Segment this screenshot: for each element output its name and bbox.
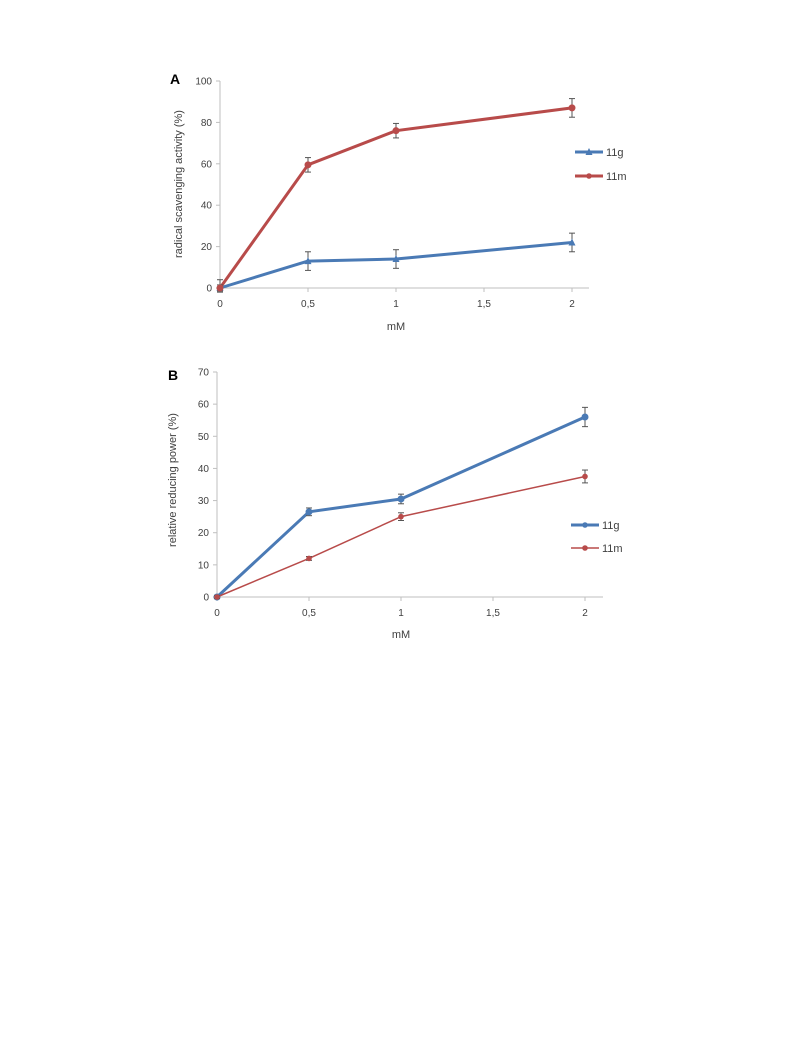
data-point bbox=[216, 284, 224, 292]
legend-item-11g: 11g bbox=[571, 520, 620, 532]
series-11g bbox=[213, 406, 589, 601]
x-tick-label: 0,5 bbox=[302, 608, 316, 619]
legend-marker bbox=[586, 173, 592, 179]
y-tick-label: 100 bbox=[195, 77, 212, 88]
series-11g bbox=[216, 232, 576, 293]
x-tick-label: 2 bbox=[569, 299, 575, 310]
chart-panel-b: B 0 10 20 30 40 50 60 70 0 0,5 1 1,5 2 mM relative redu… bbox=[167, 367, 623, 641]
data-point bbox=[581, 413, 589, 421]
legend-marker bbox=[585, 148, 593, 155]
x-axis-title: mM bbox=[387, 321, 405, 333]
y-tick-label: 30 bbox=[198, 496, 210, 507]
data-point bbox=[568, 238, 576, 246]
series-11m bbox=[216, 98, 576, 292]
legend-label: 11m bbox=[606, 171, 627, 183]
data-point bbox=[397, 495, 405, 503]
y-tick-label: 80 bbox=[201, 118, 213, 129]
y-tick-label: 40 bbox=[201, 201, 213, 212]
legend-item-11m: 11m bbox=[575, 171, 627, 183]
x-tick-label: 1,5 bbox=[477, 299, 491, 310]
y-tick-label: 60 bbox=[201, 159, 213, 170]
y-tick-label: 10 bbox=[198, 560, 210, 571]
panel-label: A bbox=[170, 71, 180, 87]
x-tick-label: 0 bbox=[217, 299, 223, 310]
y-tick-label: 20 bbox=[198, 528, 210, 539]
x-tick-label: 1 bbox=[393, 299, 399, 310]
legend-item-11g: 11g bbox=[575, 147, 624, 159]
legend-label: 11g bbox=[606, 147, 624, 159]
y-tick-label: 70 bbox=[198, 368, 210, 379]
data-point bbox=[568, 104, 576, 112]
legend-label: 11m bbox=[602, 543, 623, 555]
legend-marker bbox=[582, 545, 588, 551]
series-line bbox=[215, 415, 586, 599]
y-tick-label: 40 bbox=[198, 464, 210, 475]
panel-label: B bbox=[168, 367, 178, 383]
data-point bbox=[582, 473, 588, 480]
data-point bbox=[214, 594, 220, 600]
series-line bbox=[219, 240, 573, 290]
data-point bbox=[304, 161, 312, 169]
data-point bbox=[306, 555, 312, 562]
y-tick-label: 60 bbox=[198, 400, 210, 411]
data-point bbox=[305, 508, 313, 516]
series-line bbox=[218, 106, 573, 289]
x-tick-label: 1 bbox=[398, 608, 404, 619]
x-tick-label: 0,5 bbox=[301, 299, 315, 310]
x-tick-label: 1,5 bbox=[486, 608, 500, 619]
y-tick-label: 0 bbox=[206, 284, 212, 295]
data-point bbox=[392, 127, 400, 135]
legend-label: 11g bbox=[602, 520, 620, 532]
x-tick-label: 0 bbox=[214, 608, 220, 619]
x-axis-title: mM bbox=[392, 629, 410, 641]
data-point bbox=[392, 255, 400, 263]
series-line bbox=[216, 475, 586, 598]
y-tick-label: 0 bbox=[203, 593, 209, 604]
series-11m bbox=[214, 469, 588, 600]
chart-panel-a: A 0 20 40 60 80 100 0 0,5 1 1,5 2 mM radical scavengi… bbox=[170, 71, 627, 333]
legend-marker bbox=[582, 522, 588, 528]
y-axis-title: relative reducing power (%) bbox=[167, 413, 179, 547]
y-axis-title: radical scavenging activity (%) bbox=[173, 110, 185, 258]
y-tick-label: 20 bbox=[201, 242, 213, 253]
legend-item-11m: 11m bbox=[571, 543, 623, 555]
y-tick-label: 50 bbox=[198, 432, 210, 443]
x-tick-label: 2 bbox=[582, 608, 588, 619]
data-point bbox=[304, 257, 312, 265]
data-point bbox=[398, 513, 404, 520]
